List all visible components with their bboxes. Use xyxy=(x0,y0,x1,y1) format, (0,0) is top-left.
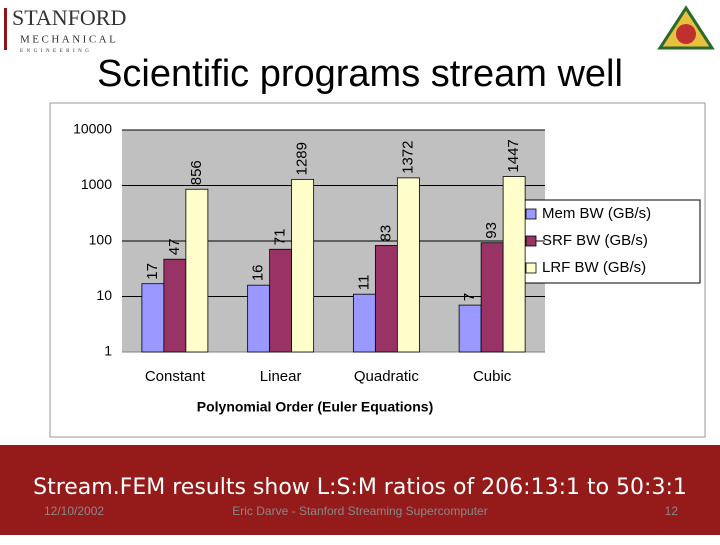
bar xyxy=(163,258,187,353)
banner xyxy=(0,445,720,535)
x-tick-label: Constant xyxy=(145,368,206,385)
logo-bar xyxy=(4,8,7,50)
value-label: 83 xyxy=(377,225,394,242)
value-label: 1289 xyxy=(294,142,311,175)
value-label: 16 xyxy=(250,264,267,281)
bar xyxy=(458,304,482,353)
footer-page: 12 xyxy=(665,504,679,518)
value-label: 1447 xyxy=(505,139,522,172)
legend-label: Mem BW (GB/s) xyxy=(542,205,651,222)
bar xyxy=(291,178,315,353)
x-tick-label: Cubic xyxy=(473,368,512,385)
logo-text: ENGINEERING xyxy=(20,49,92,54)
value-label: 17 xyxy=(144,263,161,280)
logo-emblem xyxy=(657,5,715,50)
y-tick-label: 10000 xyxy=(73,121,112,137)
value-label: 856 xyxy=(188,160,205,185)
value-label: 7 xyxy=(461,293,478,301)
legend-swatch xyxy=(525,235,537,247)
bar xyxy=(480,242,504,353)
x-tick-label: Linear xyxy=(260,368,302,385)
legend-label: SRF BW (GB/s) xyxy=(542,232,648,249)
logo-text: STANFORD xyxy=(12,5,126,30)
slide-title: Scientific programs stream well xyxy=(97,53,623,95)
bar xyxy=(269,248,293,353)
bar xyxy=(374,245,398,353)
banner-message: Stream.FEM results show L:S:M ratios of … xyxy=(33,475,687,500)
value-label: 11 xyxy=(355,275,372,291)
value-label: 47 xyxy=(166,239,183,256)
legend-label: LRF BW (GB/s) xyxy=(542,259,646,276)
bar xyxy=(247,284,271,353)
y-tick-label: 1 xyxy=(104,343,112,359)
chart: 110100100010000Constant1747856Linear1671… xyxy=(73,121,651,385)
bar xyxy=(185,188,209,353)
legend-swatch xyxy=(525,262,537,274)
footer-date: 12/10/2002 xyxy=(44,504,104,518)
bar xyxy=(502,176,526,353)
bar xyxy=(396,177,420,353)
logo-text: MECHANICAL xyxy=(20,34,118,46)
y-tick-label: 10 xyxy=(96,287,112,303)
x-axis-title: Polynomial Order (Euler Equations) xyxy=(197,399,433,415)
footer-author: Eric Darve - Stanford Streaming Supercom… xyxy=(232,504,487,518)
bar xyxy=(141,283,165,353)
legend-swatch xyxy=(525,208,537,220)
x-tick-label: Quadratic xyxy=(354,368,420,385)
value-label: 71 xyxy=(272,229,289,246)
bar xyxy=(352,293,376,353)
y-tick-label: 100 xyxy=(89,232,113,248)
value-label: 1372 xyxy=(399,141,416,174)
y-tick-label: 1000 xyxy=(81,176,112,192)
value-label: 93 xyxy=(483,222,500,239)
